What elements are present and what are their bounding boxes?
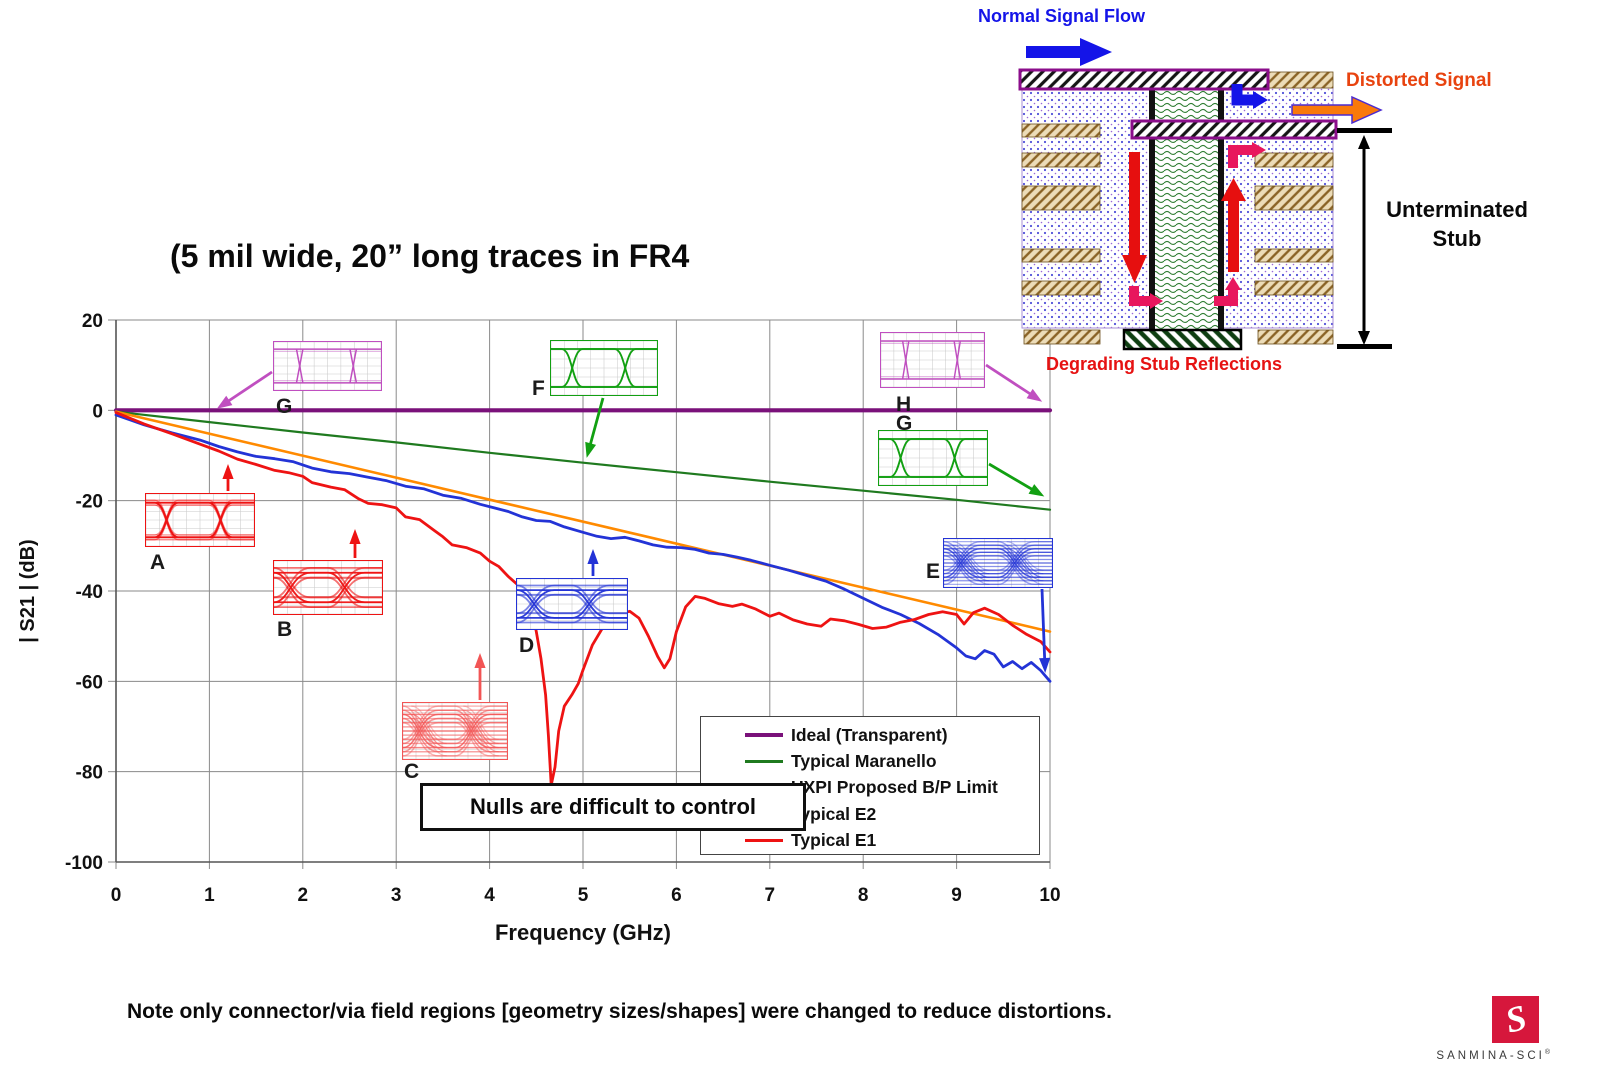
footer-note: Note only connector/via field regions [g… xyxy=(127,1000,1112,1023)
series-typical-e1 xyxy=(114,411,1052,787)
eye-label-H: H xyxy=(896,393,912,416)
legend-label: Typical E2 xyxy=(791,803,877,824)
series-typical-e2 xyxy=(114,413,1052,683)
registered-mark: ® xyxy=(1544,1049,1550,1056)
svg-text:S: S xyxy=(1501,997,1530,1041)
eye-label-G: G xyxy=(276,395,293,418)
eye-label-A: A xyxy=(150,551,166,574)
y-tick-label: -20 xyxy=(76,492,103,513)
x-tick-label: 6 xyxy=(671,885,682,906)
sanmina-logo-icon: S xyxy=(1492,996,1539,1043)
unterminated-stub-label: Unterminated Stub xyxy=(1366,196,1548,253)
legend-entry: Typical Maranello xyxy=(701,748,1039,774)
y-tick-label: 0 xyxy=(92,401,103,422)
distorted-signal-label: Distorted Signal xyxy=(1346,70,1492,91)
eye-inset-H xyxy=(880,332,985,388)
annotation-arrow-E xyxy=(1039,588,1051,673)
annotation-arrow-D xyxy=(587,549,599,576)
degrading-reflections-label: Degrading Stub Reflections xyxy=(1046,354,1283,374)
eye-inset-G xyxy=(878,430,988,486)
eye-inset-C xyxy=(402,702,508,760)
unterminated-line2: Stub xyxy=(1432,225,1482,251)
eye-label-G: G xyxy=(896,412,913,435)
eye-inset-E xyxy=(943,538,1053,588)
annotation-arrow-A xyxy=(222,464,234,491)
legend-label: Typical Maranello xyxy=(791,751,937,772)
series-uxpi-proposed-b-p-limit xyxy=(114,410,1052,633)
eye-label-F: F xyxy=(532,377,545,400)
unterminated-line1: Unterminated xyxy=(1386,197,1528,222)
normal-signal-flow-label: Normal Signal Flow xyxy=(978,6,1146,26)
x-tick-label: 1 xyxy=(204,885,215,906)
legend-swatch xyxy=(745,733,783,738)
annotation-arrow-G xyxy=(216,370,273,409)
x-tick-label: 9 xyxy=(951,885,962,906)
y-tick-label: -40 xyxy=(76,582,103,603)
annotation-arrow-F xyxy=(585,397,605,458)
sanmina-logo-text: SANMINA-SCI® xyxy=(1392,1049,1550,1062)
annotation-arrow-C xyxy=(474,653,486,700)
annotation-arrow-G xyxy=(988,462,1045,497)
legend-label: Ideal (Transparent) xyxy=(791,724,948,745)
eye-label-E: E xyxy=(926,560,941,583)
eye-inset-A xyxy=(145,493,255,547)
eye-inset-B xyxy=(273,560,383,615)
x-axis-title: Frequency (GHz) xyxy=(495,920,671,945)
eye-label-D: D xyxy=(519,634,535,657)
y-tick-label: -80 xyxy=(76,763,103,784)
eye-inset-D xyxy=(516,578,628,630)
eye-label-B: B xyxy=(277,618,293,641)
page-title: (5 mil wide, 20” long traces in FR4 xyxy=(170,238,690,274)
brand-name: SANMINA-SCI xyxy=(1436,1049,1545,1062)
x-tick-label: 8 xyxy=(858,885,869,906)
eye-inset-G xyxy=(273,341,382,391)
y-tick-label: -60 xyxy=(76,672,103,693)
legend-entry: Ideal (Transparent) xyxy=(701,722,1039,748)
legend-label: Typical E1 xyxy=(791,830,877,851)
annotation-arrow-B xyxy=(349,529,361,558)
legend-swatch xyxy=(745,839,783,843)
eye-inset-F xyxy=(550,340,658,396)
eye-label-C: C xyxy=(404,760,420,783)
x-tick-label: 2 xyxy=(298,885,309,906)
y-tick-label: 20 xyxy=(82,311,103,332)
nulls-callout: Nulls are difficult to control xyxy=(420,783,806,831)
x-tick-label: 7 xyxy=(765,885,776,906)
x-tick-label: 10 xyxy=(1039,885,1060,906)
legend-swatch xyxy=(745,760,783,764)
x-tick-label: 5 xyxy=(578,885,589,906)
y-axis-title: | S21 | (dB) xyxy=(17,539,39,642)
legend-entry: Typical E1 xyxy=(701,828,1039,854)
y-tick-label: -100 xyxy=(65,853,103,874)
legend-label: UXPI Proposed B/P Limit xyxy=(791,777,998,798)
x-tick-label: 0 xyxy=(111,885,122,906)
annotation-arrow-H xyxy=(985,363,1043,402)
x-tick-label: 3 xyxy=(391,885,402,906)
series-typical-maranello xyxy=(114,410,1052,511)
x-tick-label: 4 xyxy=(484,885,495,906)
